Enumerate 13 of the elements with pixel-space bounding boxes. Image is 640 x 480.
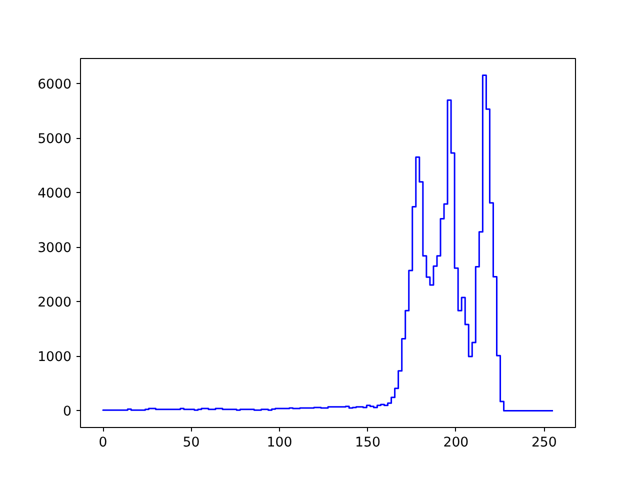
y-tick-label: 1000 (38, 350, 72, 366)
y-tick-label: 6000 (38, 77, 72, 92)
y-tick-label: 3000 (38, 241, 72, 256)
y-tick-label: 4000 (38, 186, 72, 202)
x-tick-label: 100 (266, 436, 292, 450)
y-tick-label: 0 (63, 404, 72, 420)
x-tick-label: 0 (98, 436, 108, 450)
x-tick-label: 150 (354, 436, 380, 450)
y-tick-label: 5000 (38, 132, 72, 147)
y-tick-label: 2000 (38, 296, 72, 311)
x-tick-label: 250 (531, 436, 557, 450)
x-tick-label: 200 (443, 436, 469, 450)
x-tick-label: 50 (182, 436, 200, 450)
